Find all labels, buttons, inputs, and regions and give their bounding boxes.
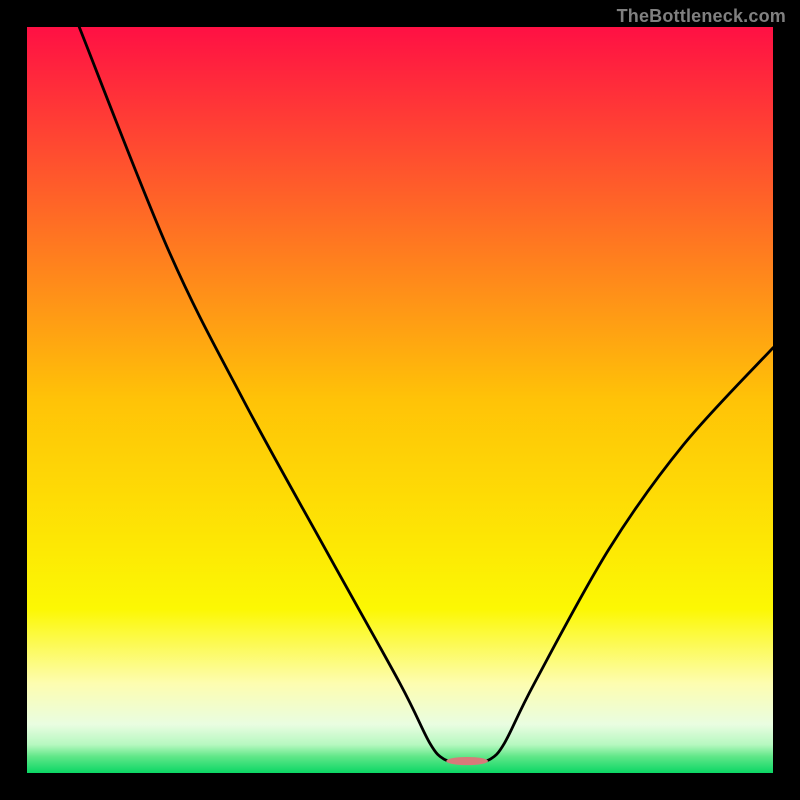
chart-container: TheBottleneck.com	[0, 0, 800, 800]
watermark-text: TheBottleneck.com	[617, 6, 786, 27]
bottleneck-marker	[446, 757, 488, 765]
plot-area	[27, 27, 773, 773]
chart-svg	[0, 0, 800, 800]
